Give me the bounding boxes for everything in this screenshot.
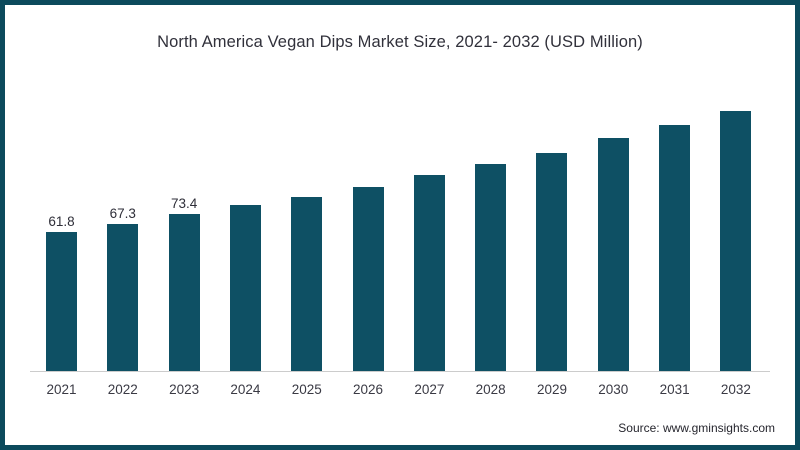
x-axis-label-2024: 2024 bbox=[230, 382, 261, 397]
source-attribution: Source: www.gminsights.com bbox=[618, 421, 775, 435]
x-axis-label-2021: 2021 bbox=[46, 382, 77, 397]
x-axis-label-2031: 2031 bbox=[659, 382, 690, 397]
x-axis-label-2029: 2029 bbox=[536, 382, 567, 397]
x-axis-label-2025: 2025 bbox=[291, 382, 322, 397]
bar-2029 bbox=[536, 153, 568, 371]
x-axis-label-2032: 2032 bbox=[720, 382, 751, 397]
x-axis-label-2023: 2023 bbox=[169, 382, 200, 397]
bar-2028 bbox=[475, 164, 507, 371]
bar-2027 bbox=[413, 175, 445, 371]
x-axis-label-2030: 2030 bbox=[598, 382, 629, 397]
x-axis-label-2028: 2028 bbox=[475, 382, 506, 397]
bar-value-label-2022: 67.3 bbox=[109, 206, 136, 221]
x-axis-label-2022: 2022 bbox=[107, 382, 138, 397]
bar-2025 bbox=[291, 197, 323, 371]
plot-area: North America Vegan Dips Market Size, 20… bbox=[5, 5, 795, 445]
bar-2031 bbox=[659, 125, 691, 371]
bar-value-label-2023: 73.4 bbox=[170, 196, 198, 211]
bar-2022 bbox=[107, 224, 139, 371]
chart-title: North America Vegan Dips Market Size, 20… bbox=[157, 33, 643, 51]
bar-2021 bbox=[46, 232, 77, 371]
x-axis-label-2026: 2026 bbox=[353, 382, 384, 397]
bar-2030 bbox=[597, 138, 629, 371]
x-axis-label-2027: 2027 bbox=[414, 382, 445, 397]
bar-2024 bbox=[229, 205, 261, 371]
bar-value-label-2021: 61.8 bbox=[48, 214, 75, 229]
bar-2026 bbox=[352, 187, 384, 371]
x-axis-line bbox=[30, 371, 770, 372]
bar-2023 bbox=[168, 214, 200, 371]
bar-2032 bbox=[720, 111, 752, 371]
